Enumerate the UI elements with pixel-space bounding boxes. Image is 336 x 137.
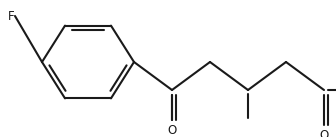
Text: O: O: [167, 124, 177, 137]
Text: O: O: [320, 129, 329, 137]
Text: F: F: [8, 9, 15, 22]
